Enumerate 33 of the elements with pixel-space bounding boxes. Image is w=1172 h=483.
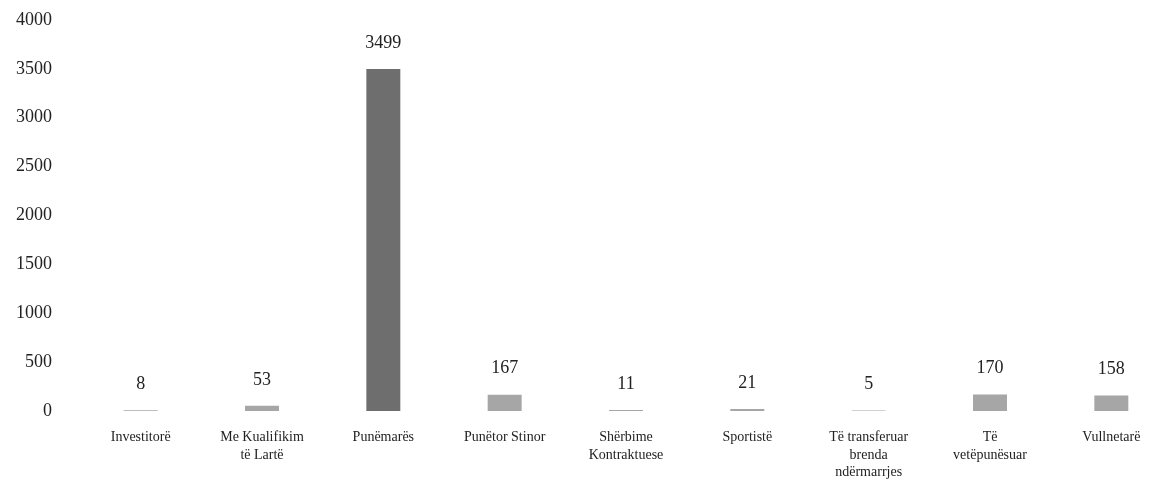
data-label: 5 <box>864 373 874 394</box>
x-tick-label: Shërbime Kontraktuese <box>588 429 664 462</box>
y-tick-label: 4000 <box>16 8 52 29</box>
bar <box>1094 395 1129 411</box>
y-tick-label: 500 <box>25 350 52 371</box>
bar <box>487 394 522 411</box>
x-tick-label: Me Kualifikim të Lartë <box>220 429 304 462</box>
data-label: 170 <box>976 357 1004 378</box>
bar <box>973 394 1007 411</box>
data-label: 53 <box>253 368 271 389</box>
y-tick-label: 1000 <box>16 301 52 322</box>
x-tick-label: Sportistë <box>722 429 773 445</box>
bar <box>730 408 765 411</box>
y-tick-label: 1500 <box>16 253 52 274</box>
data-label: 167 <box>491 357 519 378</box>
data-label: 11 <box>617 372 635 393</box>
data-label: 158 <box>1097 358 1125 379</box>
y-tick-label: 3000 <box>16 106 52 127</box>
y-tick-label: 3500 <box>16 57 52 78</box>
bar <box>366 68 401 411</box>
y-tick-label: 2000 <box>16 204 52 225</box>
x-tick-label: Investitorë <box>110 429 171 445</box>
x-tick-label: Punëmarës <box>352 429 415 445</box>
bar <box>245 405 279 411</box>
x-tick-label: Të transferuar brenda ndërmarrjes <box>829 429 909 480</box>
data-label: 21 <box>738 371 757 392</box>
x-tick-label: Vullnetarë <box>1082 429 1141 445</box>
y-tick-label: 0 <box>43 399 52 420</box>
x-tick-label: Të vetëpunësuar <box>953 429 1028 462</box>
x-tick-label: Punëtor Stinor <box>464 429 546 445</box>
data-label: 3499 <box>365 31 402 52</box>
data-label: 8 <box>136 372 146 393</box>
y-tick-label: 2500 <box>16 155 52 176</box>
